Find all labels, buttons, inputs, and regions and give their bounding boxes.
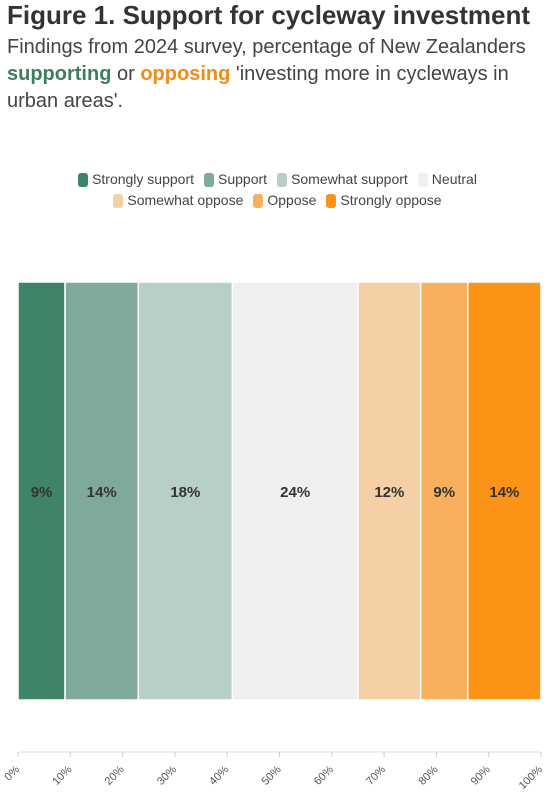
x-tick-label: 60%: [312, 763, 336, 787]
bar-segment: [17, 281, 66, 701]
legend-swatch: [78, 172, 89, 187]
legend-label: Neutral: [431, 171, 477, 187]
x-tick-label: 70%: [364, 763, 388, 787]
data-label: 24%: [280, 484, 310, 501]
chart-title: Figure 1. Support for cycleway investmen…: [7, 0, 531, 30]
legend-swatch: [253, 193, 264, 208]
subtitle-text-end: 'investing more in cycleways in urban ar…: [7, 63, 509, 112]
data-label: 9%: [31, 484, 53, 501]
x-tick-label: 50%: [260, 763, 284, 787]
legend-label: Oppose: [267, 192, 317, 208]
legend-item: Strongly oppose: [326, 190, 442, 211]
legend-item: Oppose: [253, 190, 316, 211]
legend-row: Somewhat oppose Oppose Strongly oppose: [0, 190, 555, 211]
legend-row: Strongly support Support Somewhat support N…: [0, 169, 555, 190]
legend-item: Somewhat support: [277, 169, 408, 190]
legend-label: Somewhat oppose: [127, 192, 244, 208]
legend-item: Support: [204, 169, 267, 190]
x-tick-label: 30%: [155, 763, 179, 787]
legend: Strongly support Support Somewhat support N…: [0, 169, 555, 211]
data-label: 9%: [433, 484, 455, 501]
legend-label: Strongly oppose: [340, 192, 442, 208]
x-tick-label: 40%: [207, 763, 231, 787]
legend-swatch: [277, 172, 288, 187]
data-label: 12%: [374, 484, 404, 501]
x-tick-label: 80%: [416, 763, 440, 787]
legend-item: Strongly support: [78, 169, 194, 190]
legend-swatch: [326, 193, 337, 208]
legend-swatch: [417, 172, 428, 187]
chart-header: Figure 1. Support for cycleway investmen…: [7, 0, 552, 115]
supporting-highlight: supporting: [7, 63, 112, 85]
data-label: 18%: [170, 484, 200, 501]
legend-swatch: [113, 193, 124, 208]
x-tick-label: 90%: [469, 763, 493, 787]
legend-label: Somewhat support: [291, 171, 408, 187]
opposing-highlight: opposing: [140, 63, 231, 85]
data-label: 14%: [489, 484, 519, 501]
data-label: 14%: [87, 484, 117, 501]
legend-item: Somewhat oppose: [113, 190, 243, 211]
x-tick-label: 100%: [517, 763, 546, 792]
subtitle-text-start: Findings from 2024 survey, percentage of…: [7, 36, 526, 58]
bar-segment: [467, 281, 542, 701]
x-tick-label: 20%: [103, 763, 127, 787]
x-tick-label: 10%: [50, 763, 74, 787]
bar-segment: [357, 281, 422, 701]
legend-item: Neutral: [417, 169, 477, 190]
subtitle-or: or: [111, 63, 141, 85]
legend-label: Strongly support: [92, 171, 195, 187]
bar-segment: [231, 281, 359, 701]
bar-segment: [137, 281, 234, 701]
legend-label: Support: [218, 171, 268, 187]
chart-subtitle: Findings from 2024 survey, percentage of…: [7, 34, 552, 115]
x-tick-label: 0%: [2, 763, 22, 783]
legend-swatch: [204, 172, 215, 187]
